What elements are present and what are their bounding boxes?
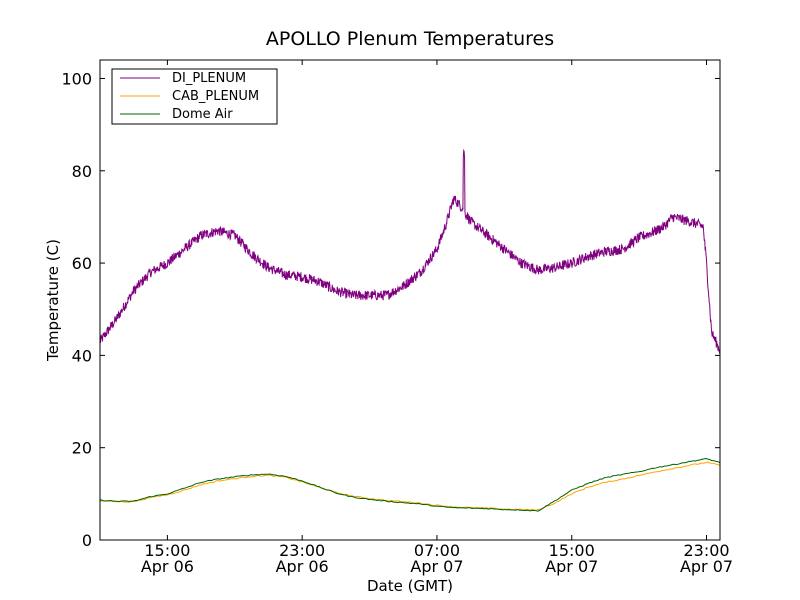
x-tick-date-label: Apr 06 <box>276 557 329 576</box>
legend: DI_PLENUM CAB_PLENUM Dome Air <box>111 68 278 125</box>
plot-frame <box>99 59 721 541</box>
x-axis-label: Date (GMT) <box>367 577 453 595</box>
y-tick-label: 40 <box>72 346 92 365</box>
x-tick-date-label: Apr 07 <box>545 557 598 576</box>
x-tick-time-label: 15:00 <box>144 541 190 560</box>
x-tick-time-label: 15:00 <box>549 541 595 560</box>
y-tick-label: 0 <box>82 531 92 550</box>
chart-title: APOLLO Plenum Temperatures <box>266 28 554 50</box>
series-layer <box>99 148 721 512</box>
series-line-cab-plenum <box>99 461 721 511</box>
legend-label-dome-air: Dome Air <box>172 107 233 122</box>
series-line-dome-air <box>99 458 721 512</box>
y-tick-label: 60 <box>72 254 92 273</box>
x-tick-time-label: 07:00 <box>414 541 460 560</box>
y-tick-label: 100 <box>61 69 92 88</box>
legend-label-cab-plenum: CAB_PLENUM <box>172 89 259 104</box>
x-tick-time-label: 23:00 <box>279 541 325 560</box>
x-tick-time-label: 23:00 <box>683 541 729 560</box>
x-tick-date-label: Apr 07 <box>680 557 733 576</box>
x-tick-date-label: Apr 07 <box>410 557 463 576</box>
x-tick-date-label: Apr 06 <box>141 557 194 576</box>
y-tick-label: 80 <box>72 162 92 181</box>
series-line-di-plenum <box>99 148 721 355</box>
y-tick-label: 20 <box>72 439 92 458</box>
y-axis: 0 20 40 60 80 100 <box>61 69 720 550</box>
y-axis-label: Temperature (C) <box>44 239 62 362</box>
legend-label-di-plenum: DI_PLENUM <box>172 71 246 86</box>
